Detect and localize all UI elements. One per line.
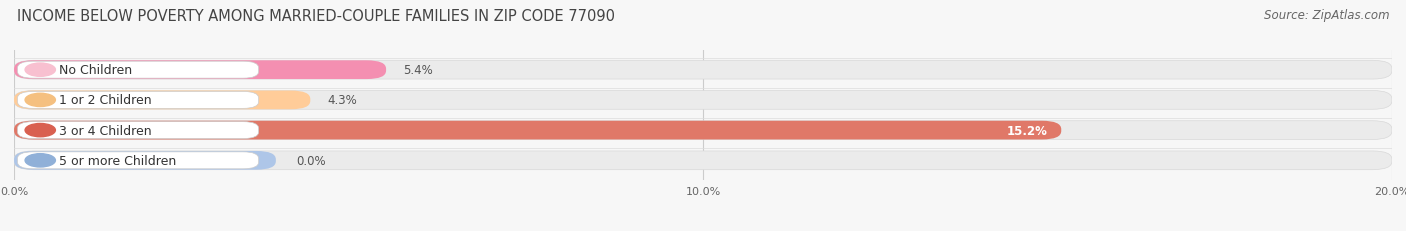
Circle shape — [25, 124, 55, 137]
Text: 0.0%: 0.0% — [297, 154, 326, 167]
Text: 4.3%: 4.3% — [328, 94, 357, 107]
FancyBboxPatch shape — [14, 151, 1392, 170]
FancyBboxPatch shape — [17, 122, 259, 139]
Circle shape — [25, 154, 55, 167]
FancyBboxPatch shape — [17, 92, 259, 109]
Text: Source: ZipAtlas.com: Source: ZipAtlas.com — [1264, 9, 1389, 22]
Text: INCOME BELOW POVERTY AMONG MARRIED-COUPLE FAMILIES IN ZIP CODE 77090: INCOME BELOW POVERTY AMONG MARRIED-COUPL… — [17, 9, 614, 24]
FancyBboxPatch shape — [14, 91, 311, 110]
FancyBboxPatch shape — [14, 121, 1392, 140]
FancyBboxPatch shape — [14, 61, 387, 80]
Text: 5.4%: 5.4% — [404, 64, 433, 77]
FancyBboxPatch shape — [14, 151, 276, 170]
FancyBboxPatch shape — [14, 61, 1392, 80]
FancyBboxPatch shape — [17, 152, 259, 169]
FancyBboxPatch shape — [14, 121, 1062, 140]
Text: 1 or 2 Children: 1 or 2 Children — [59, 94, 152, 107]
FancyBboxPatch shape — [14, 91, 1392, 110]
FancyBboxPatch shape — [17, 62, 259, 79]
Text: No Children: No Children — [59, 64, 132, 77]
Text: 5 or more Children: 5 or more Children — [59, 154, 176, 167]
Circle shape — [25, 94, 55, 107]
Text: 15.2%: 15.2% — [1007, 124, 1047, 137]
Circle shape — [25, 64, 55, 77]
Text: 3 or 4 Children: 3 or 4 Children — [59, 124, 152, 137]
